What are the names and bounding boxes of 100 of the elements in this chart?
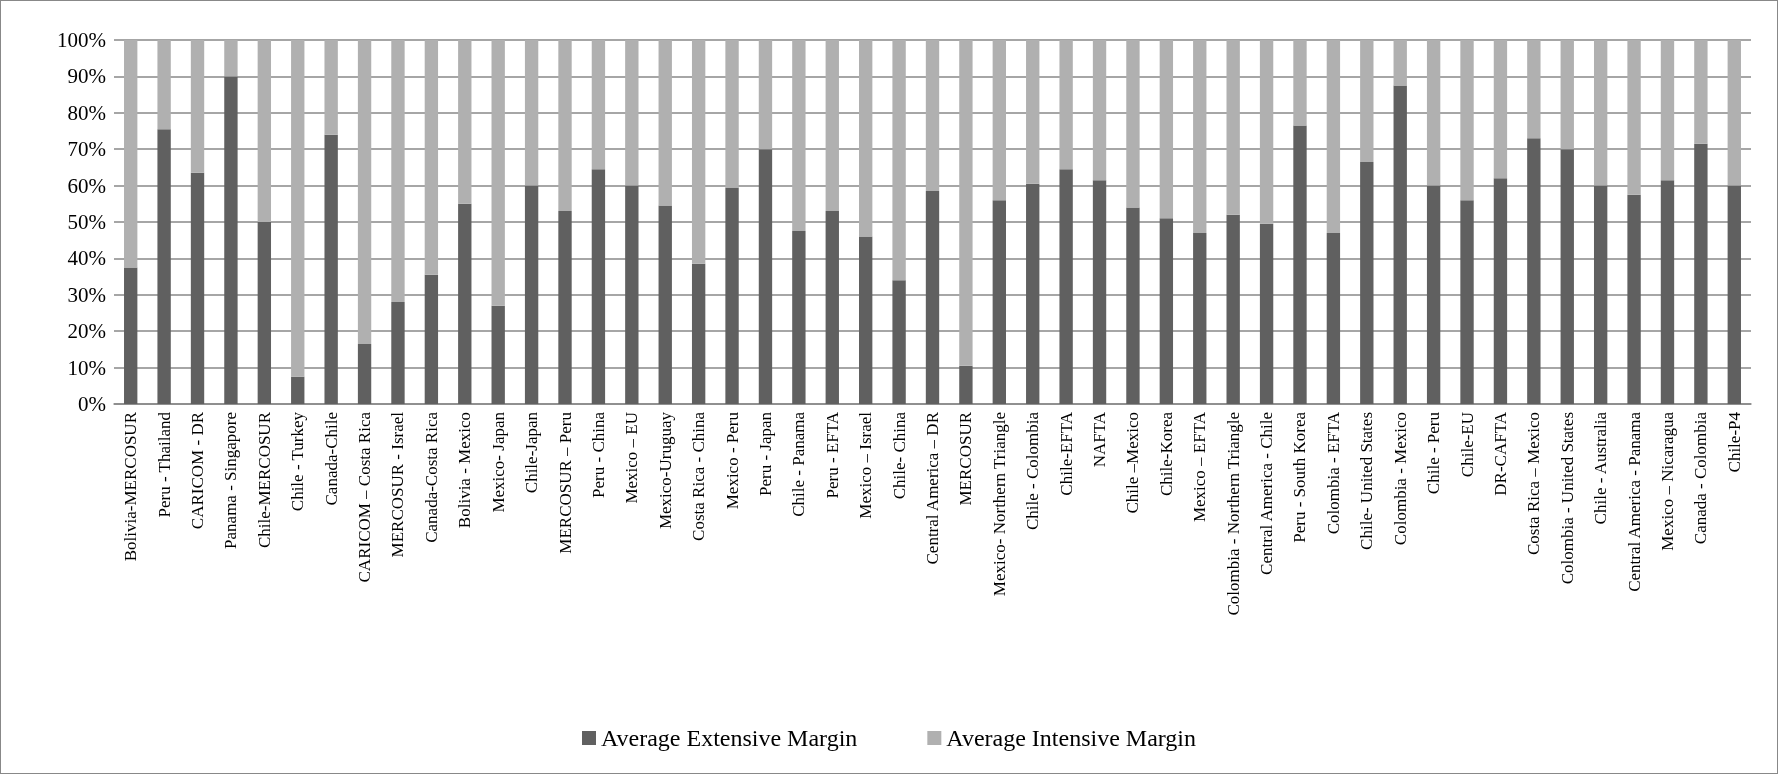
x-tick-label: Central America – DR	[923, 411, 942, 565]
bar	[1360, 40, 1374, 162]
bar	[1259, 223, 1274, 404]
x-tick-label: Peru - China	[588, 411, 608, 498]
bar	[1259, 40, 1274, 224]
bar	[691, 40, 706, 264]
bar	[1593, 185, 1608, 404]
legend-label: Average Intensive Margin	[946, 725, 1197, 751]
bar	[491, 40, 505, 306]
bar	[892, 40, 906, 281]
bar	[658, 205, 672, 404]
x-tick-label: Costa Rica - China	[689, 411, 709, 541]
bar	[1627, 40, 1641, 195]
bar	[1527, 40, 1541, 139]
bar	[1727, 185, 1741, 404]
bar	[859, 40, 873, 237]
bar	[190, 172, 205, 404]
bar	[1326, 40, 1341, 233]
bar	[391, 302, 405, 404]
bar	[1593, 40, 1608, 186]
bar	[558, 40, 572, 212]
bar	[1226, 40, 1240, 215]
bar	[1059, 169, 1073, 404]
y-tick-label: 0%	[78, 392, 106, 416]
bar	[1560, 149, 1574, 404]
y-tick-label: 70%	[67, 137, 106, 162]
x-tick-label: Chile - Australia	[1591, 411, 1611, 525]
bar	[1694, 143, 1708, 404]
bar	[925, 191, 940, 404]
x-tick-label: Chile - Peru	[1424, 411, 1444, 495]
bar	[758, 40, 773, 150]
bar	[224, 40, 238, 77]
x-tick-label: Chile-MERCOSUR	[254, 411, 274, 549]
bar	[424, 274, 439, 404]
bar	[291, 376, 305, 404]
bar	[1326, 232, 1341, 404]
bar	[1493, 40, 1508, 179]
x-tick-label: Canada - Colombia	[1691, 411, 1711, 545]
x-tick-label: Chile-EU	[1457, 412, 1477, 478]
bar	[792, 231, 806, 404]
bar	[1393, 85, 1407, 404]
bar	[825, 40, 839, 212]
bar	[725, 187, 739, 404]
bar	[992, 200, 1006, 404]
bar	[591, 169, 606, 404]
bar	[1293, 125, 1307, 404]
bar	[825, 211, 839, 404]
x-tick-label: Central America - Chile	[1257, 412, 1277, 575]
bar	[424, 40, 439, 275]
x-tick-label: Chile-P4	[1724, 411, 1744, 473]
bar	[224, 76, 238, 404]
x-tick-label: Chile- United States	[1357, 412, 1377, 550]
x-tick-label: NAFTA	[1090, 411, 1110, 468]
bar	[1126, 207, 1140, 404]
x-tick-label: Chile - Turkey	[288, 411, 308, 512]
bar	[391, 40, 405, 303]
x-tick-label: Chile - Colombia	[1023, 411, 1043, 531]
x-tick-label: Chile-Korea	[1156, 411, 1176, 497]
y-tick-label: 60%	[67, 173, 106, 198]
bar	[1627, 194, 1641, 404]
y-tick-label: 40%	[67, 246, 106, 271]
bar	[1193, 40, 1207, 233]
x-tick-label: Mexico- Japan	[488, 411, 508, 513]
bar	[959, 40, 973, 366]
x-tick-label: Mexico- Northern Triangle	[989, 412, 1009, 597]
bar	[1092, 40, 1107, 181]
x-tick-label: Bolivia - Mexico	[455, 412, 475, 529]
x-tick-label: Chile-EFTA	[1056, 411, 1076, 496]
x-tick-label: Colombia - EFTA	[1323, 411, 1343, 535]
bar	[257, 222, 272, 404]
bar	[524, 40, 539, 186]
x-tick-label: Colombia - United States	[1557, 412, 1577, 585]
x-tick-label: Central America - Panama	[1624, 411, 1644, 592]
bar	[892, 280, 906, 404]
x-tick-label: Chile –Mexico	[1123, 412, 1143, 514]
x-tick-label: Bolivia-MERCOSUR	[121, 411, 141, 562]
legend-label: Average Extensive Margin	[600, 725, 858, 751]
bar	[658, 40, 672, 206]
x-tick-label: Panama - Singapore	[221, 412, 241, 549]
x-tick-label: Costa Rica – Mexico	[1524, 412, 1544, 556]
y-tick-label: 100%	[57, 28, 106, 52]
bar	[458, 203, 472, 404]
x-tick-label: Mexico – EFTA	[1190, 411, 1210, 523]
x-tick-label: CARICOM – Costa Rica	[355, 411, 375, 583]
x-tick-label: CARICOM - DR	[188, 411, 208, 530]
bar	[1426, 40, 1441, 186]
bar	[925, 40, 940, 192]
bar	[1159, 218, 1174, 404]
x-tick-label: MERCOSUR	[956, 411, 976, 506]
bar	[1159, 40, 1174, 219]
bar	[324, 134, 338, 404]
bar	[124, 40, 138, 268]
y-tick-label: 20%	[67, 319, 106, 344]
bar	[291, 40, 305, 377]
bar	[190, 40, 205, 173]
x-tick-label: Chile- China	[889, 411, 909, 500]
bar	[992, 40, 1006, 201]
bar	[1660, 40, 1675, 181]
y-tick-label: 30%	[67, 282, 106, 307]
bar	[1026, 40, 1040, 184]
